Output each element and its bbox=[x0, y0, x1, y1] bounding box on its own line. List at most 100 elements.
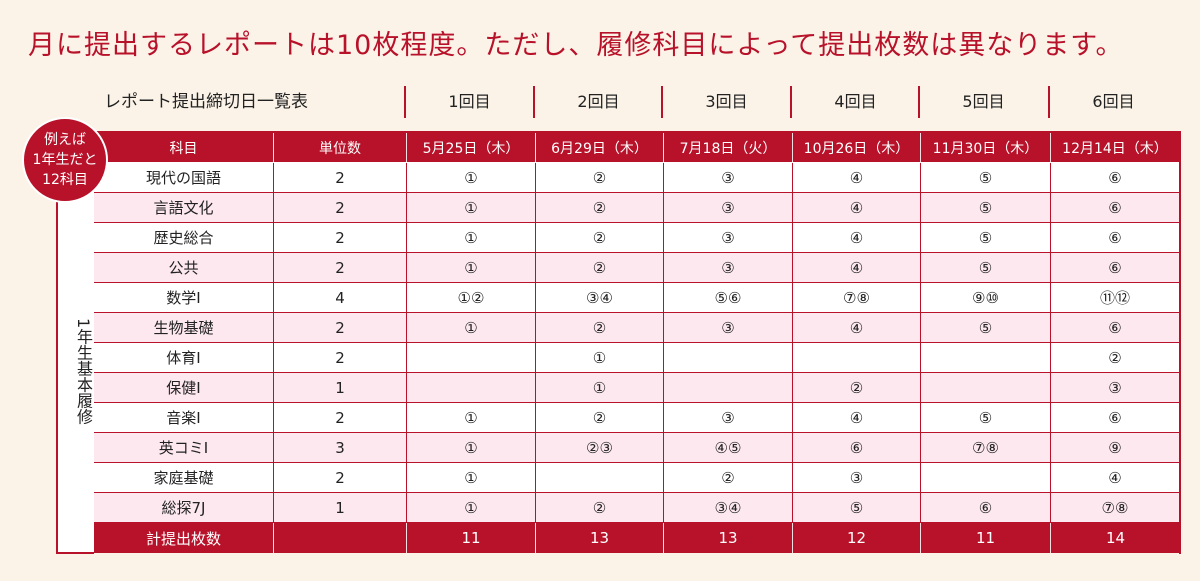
table-cell-report: ② bbox=[536, 253, 664, 283]
header-credits: 単位数 bbox=[274, 133, 407, 163]
table-cell-report: ⑪⑫ bbox=[1051, 283, 1180, 313]
side-label: 1年生基本履修 bbox=[74, 317, 93, 425]
header-date-3: 7月18日（火） bbox=[664, 133, 793, 163]
table-cell-report: ② bbox=[536, 163, 664, 193]
table-cell-report: ⑥ bbox=[1051, 313, 1180, 343]
table-cell-report: ⑥ bbox=[1051, 253, 1180, 283]
round-divider bbox=[1048, 86, 1050, 118]
round-header-2: 2回目 bbox=[577, 92, 620, 111]
table-cell-report: ⑤ bbox=[921, 403, 1051, 433]
table-cell-credits: 2 bbox=[274, 313, 407, 343]
table-cell-report: ④⑤ bbox=[664, 433, 793, 463]
table-cell-report: ⑤ bbox=[921, 163, 1051, 193]
table-cell-report: ② bbox=[536, 403, 664, 433]
round-header-4: 4回目 bbox=[834, 92, 877, 111]
table-cell-report: ④ bbox=[793, 403, 921, 433]
table-cell-subject: 現代の国語 bbox=[94, 163, 274, 193]
table-cell-report: ⑥ bbox=[793, 433, 921, 463]
table-cell-report: ③ bbox=[664, 403, 793, 433]
table-cell-report: ④ bbox=[793, 313, 921, 343]
table-cell-report: ⑥ bbox=[921, 493, 1051, 523]
table-cell-subject: 英コミⅠ bbox=[94, 433, 274, 463]
table-cell-report: ② bbox=[536, 313, 664, 343]
table-cell-report: ① bbox=[407, 163, 536, 193]
table-cell-credits: 2 bbox=[274, 463, 407, 493]
deadline-table: 科目 単位数 5月25日（木） 6月29日（木） 7月18日（火） 10月26日… bbox=[94, 131, 1180, 553]
table-cell-report bbox=[664, 373, 793, 403]
table-cell-report: ②③ bbox=[536, 433, 664, 463]
table-cell-report: ⑦⑧ bbox=[1051, 493, 1180, 523]
table-cell-report: ③ bbox=[664, 163, 793, 193]
table-cell-subject: 歴史総合 bbox=[94, 223, 274, 253]
table-cell-report: ④ bbox=[793, 163, 921, 193]
example-badge: 例えば 1年生だと 12科目 bbox=[22, 117, 108, 203]
total-value: 14 bbox=[1051, 523, 1180, 553]
table-cell-report: ⑤ bbox=[921, 313, 1051, 343]
table-cell-report: ⑦⑧ bbox=[793, 283, 921, 313]
table-cell-report: ⑥ bbox=[1051, 163, 1180, 193]
table-cell-report bbox=[407, 373, 536, 403]
round-header-6: 6回目 bbox=[1092, 92, 1135, 111]
header-date-1: 5月25日（木） bbox=[407, 133, 536, 163]
table-cell-report: ⑦⑧ bbox=[921, 433, 1051, 463]
table-cell-report: ⑤ bbox=[921, 223, 1051, 253]
table-cell-report: ③ bbox=[664, 253, 793, 283]
total-label: 計提出枚数 bbox=[94, 523, 274, 553]
round-divider bbox=[918, 86, 920, 118]
table-cell-report bbox=[664, 343, 793, 373]
table-cell-report: ② bbox=[536, 493, 664, 523]
total-value: 13 bbox=[664, 523, 793, 553]
table-cell-subject: 総探7J bbox=[94, 493, 274, 523]
table-cell-subject: 公共 bbox=[94, 253, 274, 283]
table-cell-report bbox=[407, 343, 536, 373]
table-cell-report: ③ bbox=[1051, 373, 1180, 403]
table-cell-report: ⑨⑩ bbox=[921, 283, 1051, 313]
table-cell-report: ① bbox=[407, 493, 536, 523]
table-cell-report: ④ bbox=[793, 223, 921, 253]
table-cell-report: ② bbox=[664, 463, 793, 493]
table-cell-subject: 言語文化 bbox=[94, 193, 274, 223]
table-cell-credits: 4 bbox=[274, 283, 407, 313]
table-cell-report: ① bbox=[407, 403, 536, 433]
table-cell-credits: 2 bbox=[274, 403, 407, 433]
header-date-4: 10月26日（木） bbox=[793, 133, 921, 163]
table-cell-report: ① bbox=[536, 343, 664, 373]
table-cell-report: ① bbox=[407, 193, 536, 223]
table-cell-report: ⑨ bbox=[1051, 433, 1180, 463]
table-cell-report: ⑥ bbox=[1051, 403, 1180, 433]
table-cell-report: ⑤ bbox=[921, 193, 1051, 223]
table-cell-report: ⑤ bbox=[793, 493, 921, 523]
total-credits bbox=[274, 523, 407, 553]
table-cell-report: ① bbox=[407, 433, 536, 463]
header-date-5: 11月30日（木） bbox=[921, 133, 1051, 163]
table-cell-report: ①② bbox=[407, 283, 536, 313]
round-divider bbox=[790, 86, 792, 118]
table-cell-report: ④ bbox=[793, 193, 921, 223]
badge-line-1: 例えば bbox=[44, 132, 86, 148]
table-cell-report bbox=[921, 373, 1051, 403]
table-cell-subject: 生物基礎 bbox=[94, 313, 274, 343]
table-cell-report: ⑥ bbox=[1051, 193, 1180, 223]
round-header-5: 5回目 bbox=[962, 92, 1005, 111]
table-cell-report: ③ bbox=[664, 223, 793, 253]
header-date-2: 6月29日（木） bbox=[536, 133, 664, 163]
table-cell-credits: 3 bbox=[274, 433, 407, 463]
table-cell-credits: 2 bbox=[274, 193, 407, 223]
schedule-title: レポート提出締切日一覧表 bbox=[104, 92, 308, 112]
table-cell-subject: 体育Ⅰ bbox=[94, 343, 274, 373]
header-subject: 科目 bbox=[94, 133, 274, 163]
table-cell-report: ② bbox=[793, 373, 921, 403]
table-cell-report bbox=[536, 463, 664, 493]
total-value: 11 bbox=[921, 523, 1051, 553]
table-cell-report: ③④ bbox=[536, 283, 664, 313]
table-cell-report: ① bbox=[407, 313, 536, 343]
table-cell-subject: 保健Ⅰ bbox=[94, 373, 274, 403]
round-divider bbox=[404, 86, 406, 118]
table-cell-report: ③ bbox=[664, 313, 793, 343]
table-cell-report: ④ bbox=[1051, 463, 1180, 493]
table-cell-report bbox=[921, 463, 1051, 493]
total-value: 11 bbox=[407, 523, 536, 553]
table-cell-subject: 音楽Ⅰ bbox=[94, 403, 274, 433]
table-cell-report: ③④ bbox=[664, 493, 793, 523]
table-cell-report bbox=[921, 343, 1051, 373]
